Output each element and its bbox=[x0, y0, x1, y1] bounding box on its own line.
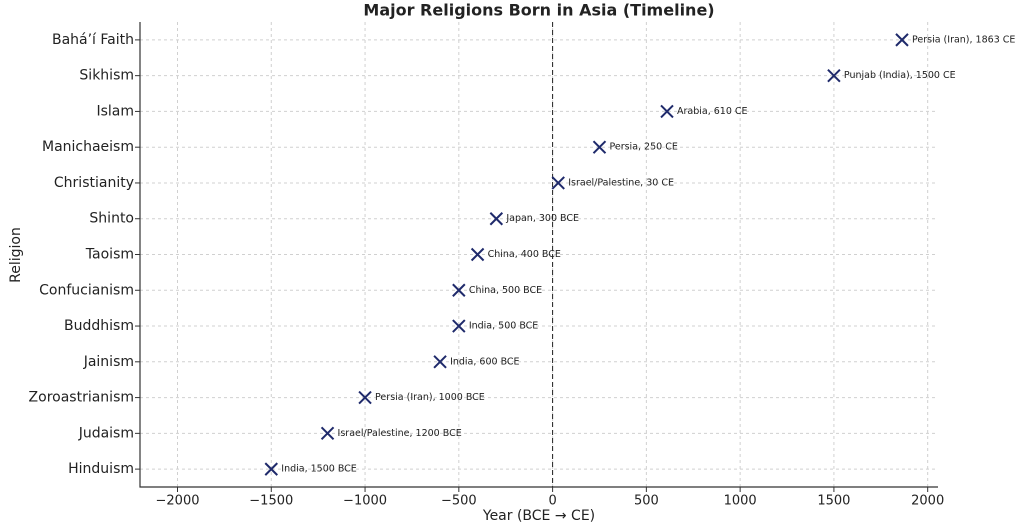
x-tick-label: 2000 bbox=[911, 494, 944, 509]
y-tick-label: Buddhism bbox=[64, 318, 134, 334]
data-label: China, 500 BCE bbox=[469, 285, 542, 296]
y-axis-label: Religion bbox=[8, 227, 24, 283]
data-label: India, 600 BCE bbox=[450, 356, 520, 367]
y-tick-label: Shinto bbox=[89, 211, 134, 227]
data-label: India, 1500 BCE bbox=[281, 464, 357, 475]
marker bbox=[358, 390, 372, 405]
x-tick-label: −500 bbox=[441, 494, 477, 509]
marker bbox=[264, 462, 278, 476]
marker bbox=[452, 319, 466, 333]
y-tick-label: Taoism bbox=[85, 247, 134, 263]
x-tick-label: −1000 bbox=[343, 494, 387, 509]
data-label: Arabia, 610 CE bbox=[677, 106, 748, 117]
marker bbox=[660, 104, 674, 119]
y-tick-label: Hinduism bbox=[68, 461, 134, 477]
y-tick-label: Islam bbox=[96, 103, 134, 119]
marker bbox=[489, 212, 504, 226]
x-tick-label: 1500 bbox=[817, 494, 850, 509]
marker bbox=[320, 426, 335, 441]
y-tick-label: Zoroastrianism bbox=[29, 390, 134, 406]
axis bbox=[139, 22, 938, 488]
x-tick-label: −2000 bbox=[156, 494, 200, 509]
marker bbox=[551, 176, 565, 190]
marker bbox=[470, 247, 485, 262]
x-tick-label: −1500 bbox=[249, 494, 293, 509]
x-tick-label: 0 bbox=[548, 494, 556, 509]
data-label: India, 500 BCE bbox=[469, 321, 539, 332]
data-label: Punjab (India), 1500 CE bbox=[844, 70, 956, 81]
x-tick-label: 500 bbox=[634, 494, 659, 509]
chart-title: Major Religions Born in Asia (Timeline) bbox=[363, 1, 714, 20]
x-tick-label: 1000 bbox=[724, 494, 757, 509]
marker bbox=[827, 68, 841, 83]
marker bbox=[433, 355, 447, 369]
y-tick-label: Confucianism bbox=[39, 282, 134, 298]
y-tick-label: Bahá’í Faith bbox=[52, 32, 134, 48]
data-label: Israel/Palestine, 1200 BCE bbox=[338, 428, 462, 439]
data-label: Japan, 300 BCE bbox=[505, 213, 579, 224]
x-axis-label: Year (BCE → CE) bbox=[482, 508, 595, 524]
data-label: Persia (Iran), 1000 BCE bbox=[375, 392, 485, 403]
data-label: China, 400 BCE bbox=[488, 249, 561, 260]
marker bbox=[452, 283, 466, 297]
marker bbox=[592, 140, 607, 154]
y-tick-label: Judaism bbox=[78, 425, 134, 441]
y-tick-label: Christianity bbox=[54, 175, 134, 191]
y-tick-label: Sikhism bbox=[79, 68, 134, 84]
marker bbox=[895, 33, 909, 47]
data-label: Persia, 250 CE bbox=[609, 142, 677, 153]
y-tick-label: Jainism bbox=[83, 354, 134, 370]
data-label: Israel/Palestine, 30 CE bbox=[568, 177, 674, 188]
y-tick-label: Manichaeism bbox=[42, 139, 134, 155]
data-label: Persia (Iran), 1863 CE bbox=[912, 34, 1015, 45]
